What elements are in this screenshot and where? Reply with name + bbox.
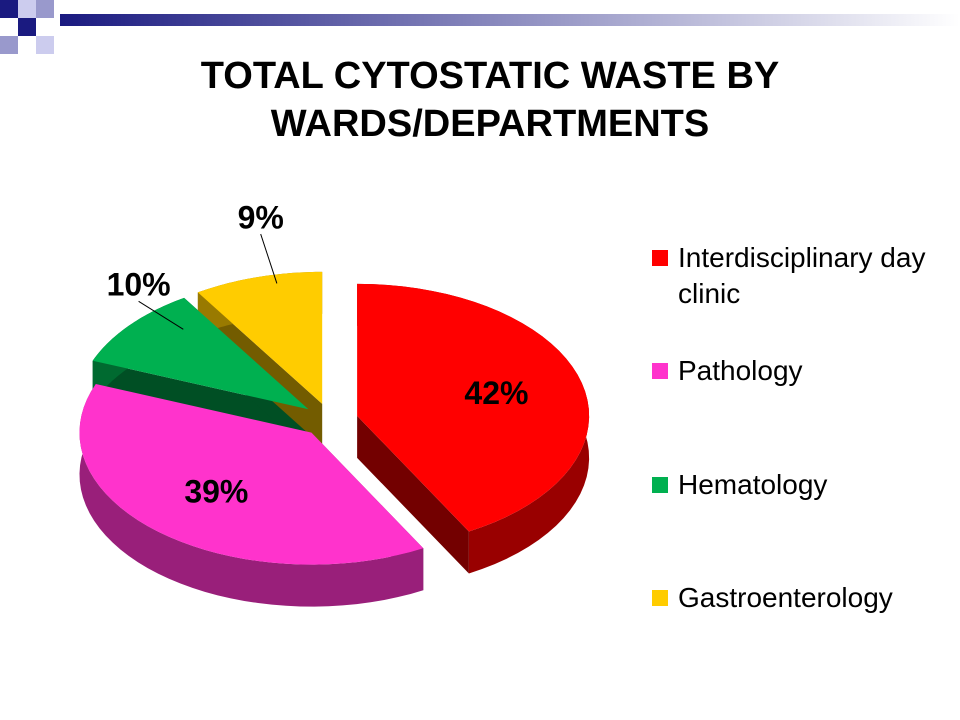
legend-label: Hematology [678,469,828,500]
leader-line [260,233,278,284]
slice-wall [357,415,469,574]
legend-entry: Pathology [652,353,938,389]
slice [79,384,424,565]
chart-title: TOTAL CYTOSTATIC WASTE BY WARDS/DEPARTME… [200,55,780,145]
legend-swatch [652,590,668,606]
legend-swatch [652,477,668,493]
legend-label: Gastroenterology [678,582,893,613]
data-label: 42% [464,375,528,411]
legend-entry: Interdisciplinary day clinic [652,240,938,312]
decoration [0,0,960,54]
pie: 42% 39% 10% 9% [79,200,590,607]
slice [92,297,309,410]
slice [197,271,323,404]
data-label: 10% [107,267,171,303]
data-label: 39% [184,473,248,509]
legend-swatch [652,363,668,379]
leader-line [138,300,184,330]
legend-label: Interdisciplinary day clinic [678,242,926,309]
legend-entry: Gastroenterology [652,580,938,616]
slice-side [79,384,424,607]
legend-entry: Hematology [652,467,938,503]
legend-swatch [652,250,668,266]
legend-label: Pathology [678,355,803,386]
slice [357,283,590,532]
data-label: 9% [238,200,284,236]
